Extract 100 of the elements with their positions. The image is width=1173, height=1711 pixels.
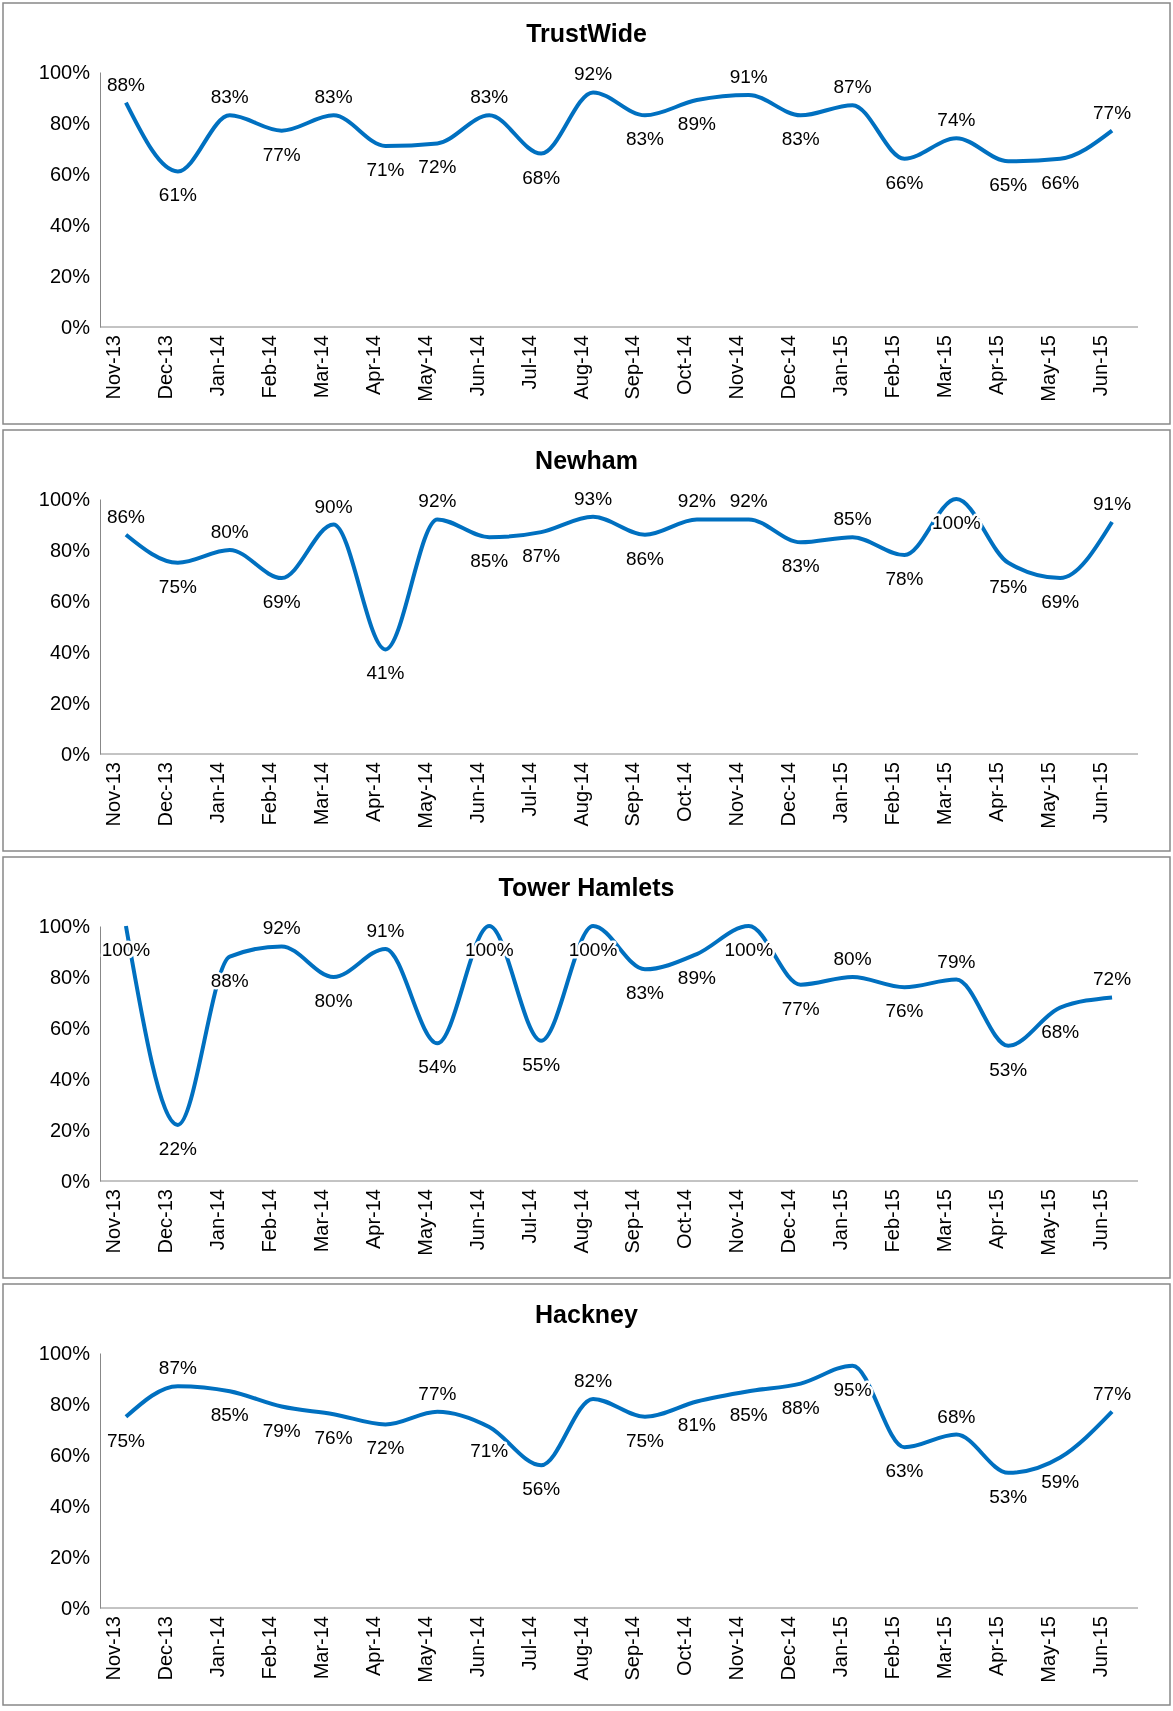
x-tick-label: Mar-14 xyxy=(310,1189,333,1253)
x-tick-label: Mar-15 xyxy=(932,1189,955,1253)
x-tick-label: Aug-14 xyxy=(569,335,592,400)
data-label: 86% xyxy=(106,505,146,527)
y-tick-label: 100% xyxy=(38,60,91,83)
data-label: 56% xyxy=(522,1478,561,1500)
x-tick-label: Jan-15 xyxy=(829,1616,852,1678)
data-label: 41% xyxy=(366,662,405,684)
data-label: 55% xyxy=(522,1053,561,1075)
y-tick-label: 40% xyxy=(49,1494,91,1517)
x-tick-label: Nov-14 xyxy=(725,762,748,827)
y-tick-label: 60% xyxy=(49,1016,91,1039)
data-label: 77% xyxy=(781,997,820,1019)
y-tick-label: 80% xyxy=(49,965,91,988)
data-label: 75% xyxy=(989,575,1028,597)
x-tick-label: May-15 xyxy=(1036,762,1059,829)
x-tick-label: Feb-15 xyxy=(880,1189,903,1253)
data-label: 89% xyxy=(677,113,716,135)
x-tick-label: Oct-14 xyxy=(673,335,696,396)
data-label: 83% xyxy=(781,555,820,577)
x-tick-label: Jun-15 xyxy=(1088,1189,1111,1251)
data-label: 89% xyxy=(677,967,716,989)
x-tick-label: Apr-14 xyxy=(361,762,384,823)
x-tick-label: Dec-14 xyxy=(777,1189,800,1254)
data-label: 68% xyxy=(522,166,561,188)
x-tick-label: Feb-15 xyxy=(880,762,903,826)
data-label: 80% xyxy=(314,990,353,1011)
data-label: 68% xyxy=(1041,1020,1080,1042)
data-label: 92% xyxy=(729,490,768,512)
data-label: 66% xyxy=(1041,171,1080,193)
x-tick-label: Sep-14 xyxy=(621,762,644,827)
x-tick-label: Jun-15 xyxy=(1088,335,1111,397)
data-label: 83% xyxy=(781,128,820,150)
data-label: 88% xyxy=(781,1396,820,1418)
data-label: 77% xyxy=(262,143,301,165)
data-label: 92% xyxy=(677,490,716,512)
data-label: 88% xyxy=(106,73,146,95)
y-tick-label: 40% xyxy=(49,1067,91,1090)
y-tick-label: 20% xyxy=(49,691,91,714)
data-label: 68% xyxy=(937,1405,976,1427)
data-label: 87% xyxy=(522,545,561,567)
x-tick-label: Jan-15 xyxy=(829,335,852,397)
y-tick-label: 0% xyxy=(61,315,91,338)
x-tick-label: Mar-14 xyxy=(310,762,333,826)
x-tick-label: Jul-14 xyxy=(517,762,540,817)
x-tick-label: Jun-14 xyxy=(465,1189,488,1251)
y-tick-label: 0% xyxy=(61,1596,91,1619)
x-tick-label: Nov-14 xyxy=(725,1616,748,1681)
x-tick-label: Nov-13 xyxy=(102,1616,125,1681)
data-label: 82% xyxy=(574,1369,613,1391)
data-label: 91% xyxy=(366,919,405,941)
data-label: 86% xyxy=(625,547,665,569)
y-tick-label: 80% xyxy=(49,538,91,561)
data-label: 93% xyxy=(574,487,613,509)
x-tick-label: Mar-14 xyxy=(310,335,333,399)
x-tick-label: Dec-14 xyxy=(777,762,800,827)
data-label: 63% xyxy=(885,1460,924,1482)
x-tick-label: Dec-14 xyxy=(777,1616,800,1681)
x-tick-label: Nov-13 xyxy=(102,1189,125,1254)
x-tick-label: Jan-15 xyxy=(829,1189,852,1251)
x-tick-label: Dec-13 xyxy=(154,1189,177,1254)
data-label: 77% xyxy=(1093,1382,1132,1404)
x-tick-label: Nov-13 xyxy=(102,335,125,400)
x-tick-label: Oct-14 xyxy=(673,1616,696,1677)
data-label: 53% xyxy=(989,1058,1028,1080)
data-label: 66% xyxy=(885,171,924,193)
y-tick-label: 20% xyxy=(49,1118,91,1141)
x-tick-label: Feb-14 xyxy=(258,1189,281,1253)
data-label: 75% xyxy=(106,1429,146,1451)
data-label: 69% xyxy=(1041,591,1080,613)
data-label: 80% xyxy=(833,948,872,969)
x-tick-label: Sep-14 xyxy=(621,1189,644,1254)
y-tick-label: 100% xyxy=(38,487,91,510)
data-label: 87% xyxy=(158,1357,197,1379)
chart-title: Hackney xyxy=(535,1300,639,1328)
x-tick-label: Oct-14 xyxy=(673,762,696,823)
x-tick-label: Apr-15 xyxy=(984,1616,1007,1677)
data-label: 74% xyxy=(937,109,976,131)
x-tick-label: Mar-15 xyxy=(932,1616,955,1680)
x-tick-label: Apr-15 xyxy=(984,1189,1007,1250)
x-tick-label: May-14 xyxy=(413,335,436,402)
data-label: 54% xyxy=(418,1056,457,1078)
x-tick-label: Nov-13 xyxy=(102,762,125,827)
data-label: 81% xyxy=(677,1414,716,1436)
x-tick-label: Sep-14 xyxy=(621,335,644,400)
y-tick-label: 20% xyxy=(49,264,91,287)
x-tick-label: Jan-15 xyxy=(829,762,852,824)
data-label: 78% xyxy=(885,568,924,590)
y-tick-label: 60% xyxy=(49,1443,91,1466)
x-tick-label: Feb-14 xyxy=(258,335,281,399)
x-tick-label: Oct-14 xyxy=(673,1189,696,1250)
data-label: 92% xyxy=(418,490,457,512)
y-tick-label: 60% xyxy=(49,589,91,612)
data-label: 92% xyxy=(574,63,613,85)
x-tick-label: Sep-14 xyxy=(621,1616,644,1681)
data-label: 85% xyxy=(833,508,872,530)
x-tick-label: Jan-14 xyxy=(206,762,229,824)
data-label: 90% xyxy=(314,495,353,517)
y-tick-label: 100% xyxy=(38,914,91,937)
data-label: 65% xyxy=(989,174,1028,196)
